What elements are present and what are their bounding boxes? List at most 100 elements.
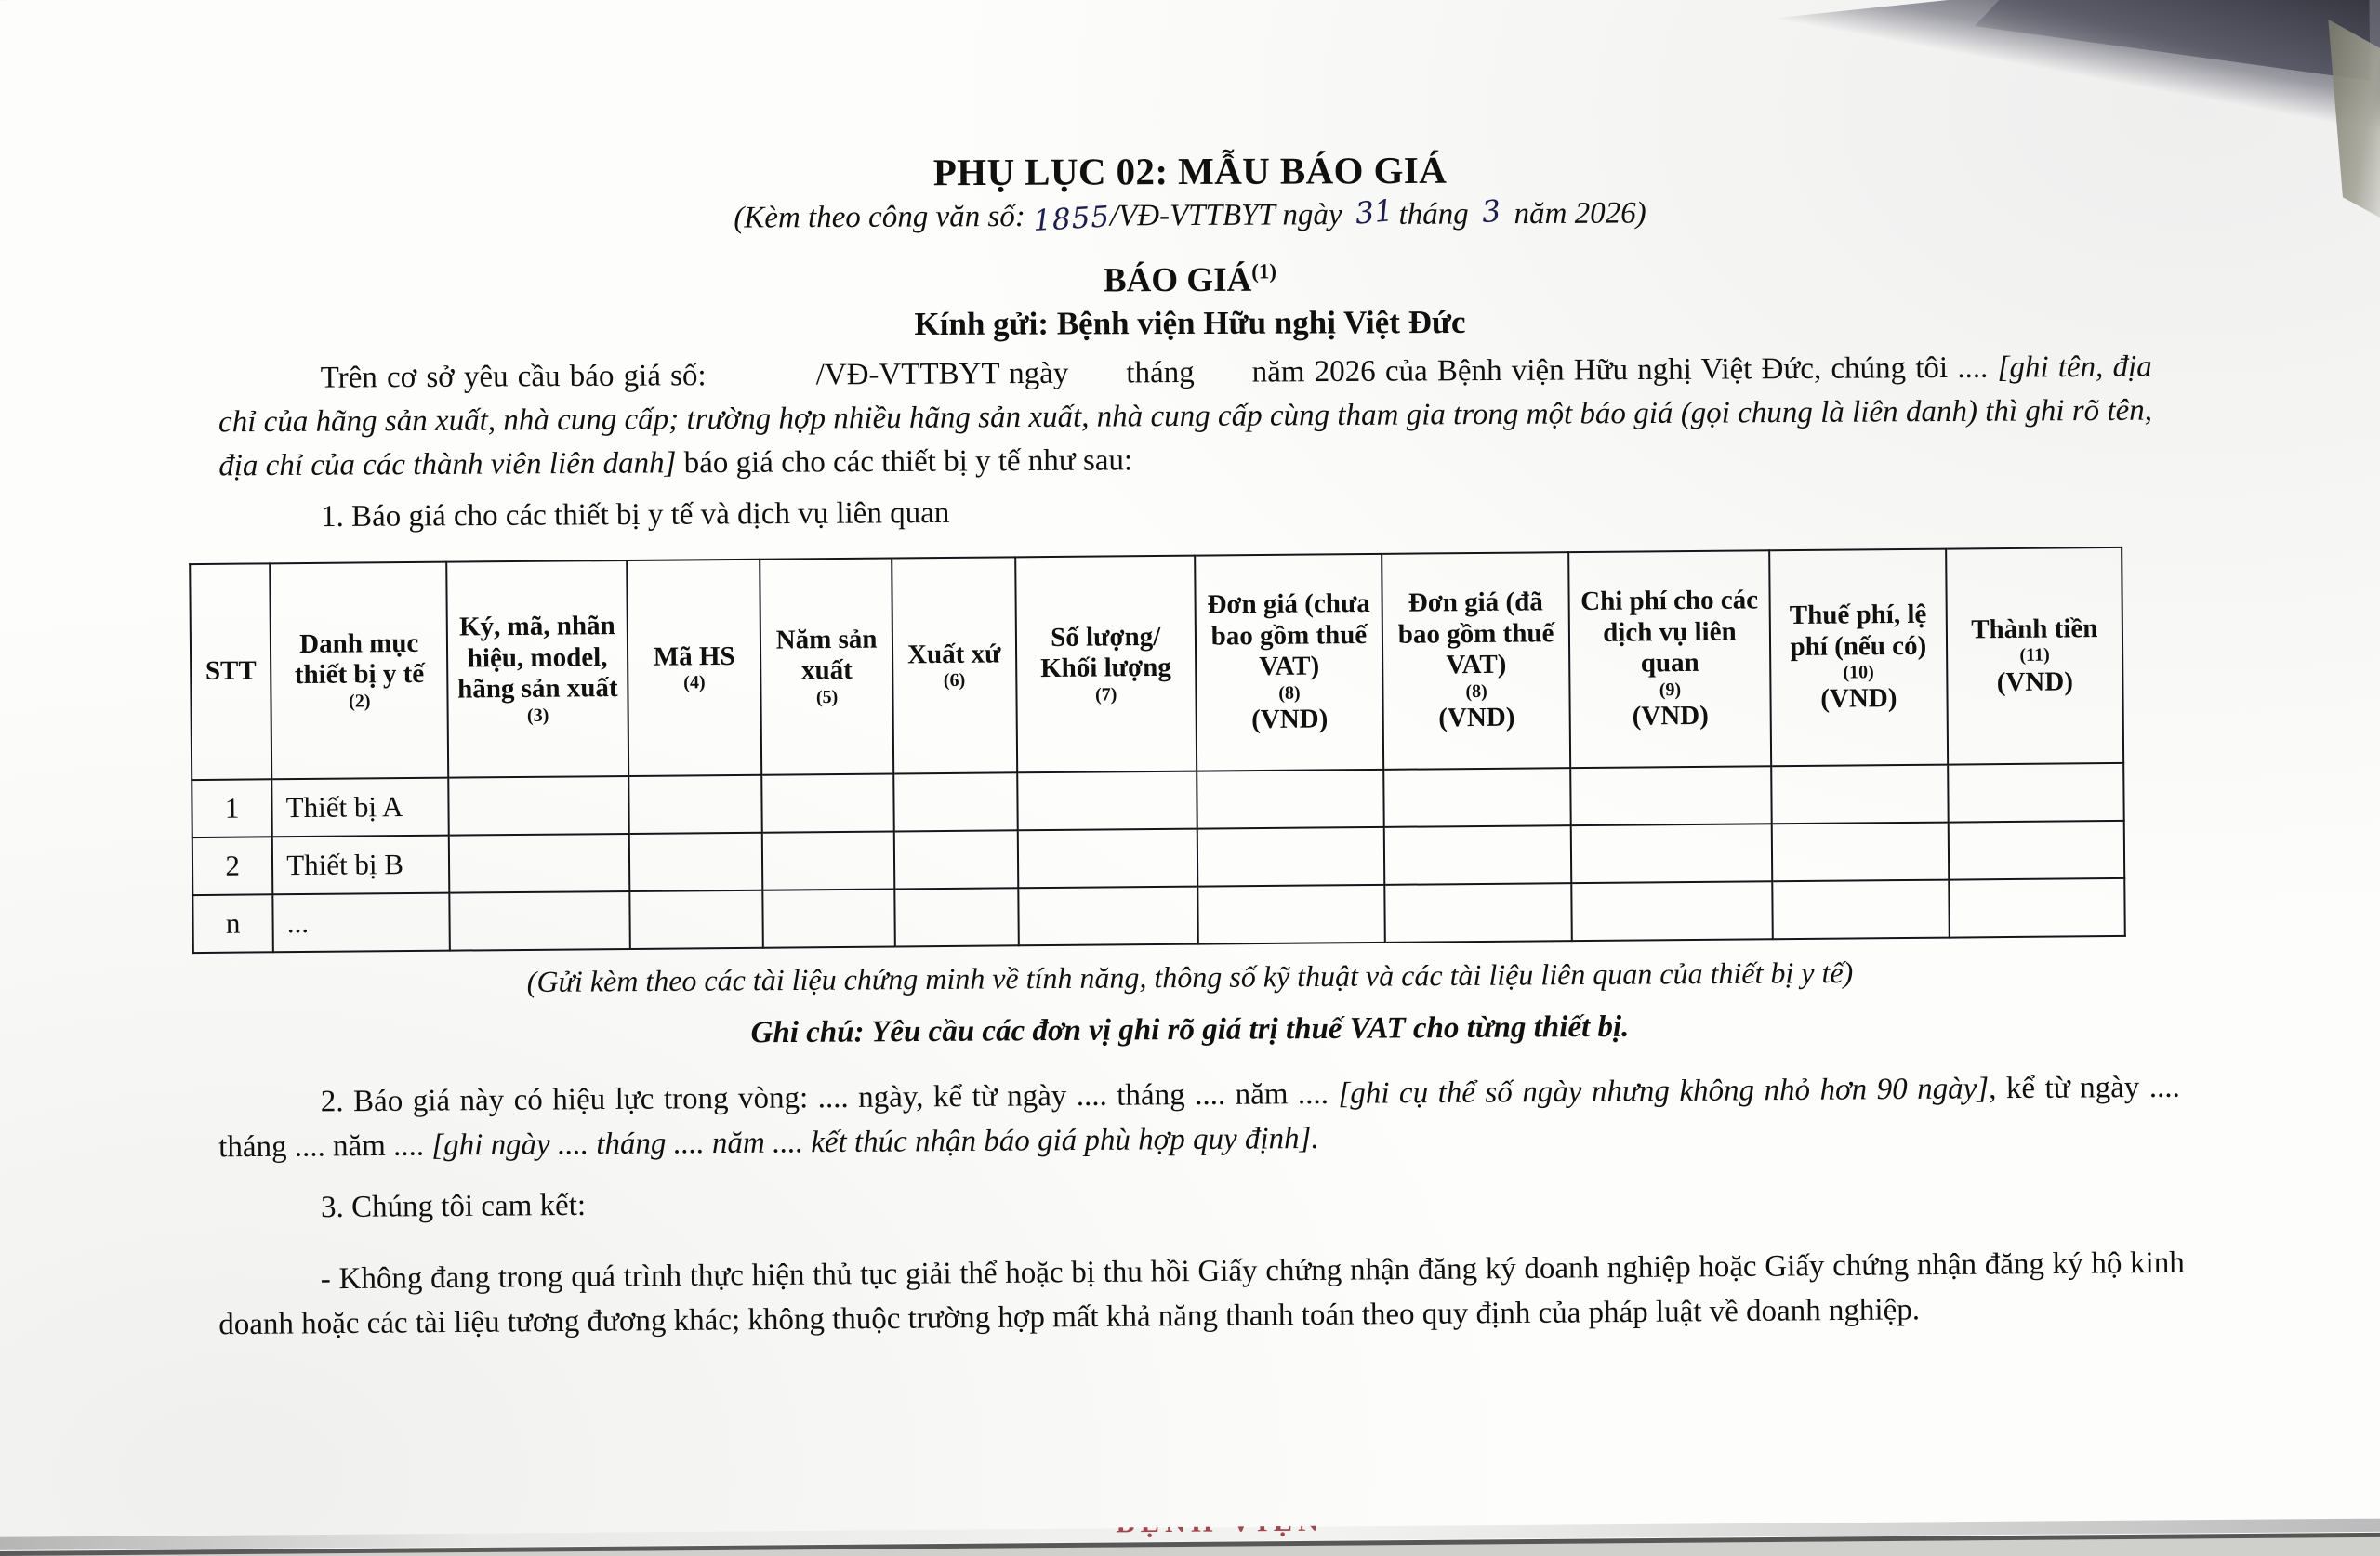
section-3-heading: 3. Chúng tôi cam kết: [321,1189,586,1225]
cell-quantity[interactable] [1018,887,1198,946]
col-header-stt: STT [190,563,271,780]
cell-year[interactable] [762,773,894,832]
cell-tax-fee[interactable] [1772,880,1950,940]
col-header-hs-code: Mã HS(4) [627,560,762,776]
col-header-price-incl-vat-sup: (8) [1388,680,1564,704]
cell-model[interactable] [450,891,630,951]
reference-year: năm 2026) [1514,196,1646,231]
col-header-service-cost-label: Chi phí cho các dịch vụ liên quan [1575,585,1765,680]
cell-stt: 2 [192,837,273,895]
cell-price-incl-vat[interactable] [1383,768,1571,827]
cell-total[interactable] [1949,878,2125,938]
col-header-tax-fee: Thuế phí, lệ phí (nếu có)(10)(VND) [1769,549,1948,767]
cell-model[interactable] [449,834,629,893]
col-header-stt-label: STT [196,656,265,688]
form-heading-footnote: (1) [1251,259,1276,283]
col-header-hs-code-label: Mã HS [633,640,756,673]
table-header-row: STT Danh mục thiết bị y tế(2) Ký, mã, nh… [190,547,2123,780]
col-header-device-name: Danh mục thiết bị y tế(2) [270,562,448,780]
cell-price-excl-vat[interactable] [1197,770,1384,829]
reference-prefix: (Kèm theo công văn số: [734,200,1025,235]
section-3-commitment: - Không đang trong quá trình thực hiện t… [218,1242,2186,1347]
col-header-hs-code-sup: (4) [633,672,756,694]
form-heading: BÁO GIÁ(1) [0,257,2380,305]
cell-device-name[interactable]: Thiết bị A [271,778,449,837]
vat-note: Ghi chú: Yêu cầu các đơn vị ghi rõ giá t… [0,1005,2380,1056]
cell-stt: 1 [192,779,272,837]
intro-line3-tail: báo giá cho các thiết bị y tế như sau: [684,443,1133,480]
cell-hs-code[interactable] [628,833,762,891]
col-header-total-label: Thành tiền [1952,613,2117,646]
handwritten-day: 31 [1348,192,1400,232]
cell-tax-fee[interactable] [1771,823,1949,882]
cell-origin[interactable] [894,888,1018,946]
intro-paragraph: Trên cơ sở yêu cầu báo giá số: /VĐ-VTTBYT… [218,346,2153,488]
cell-price-excl-vat[interactable] [1197,885,1385,944]
recipient-line: Kính gửi: Bệnh viện Hữu nghị Việt Đức [0,301,2380,347]
cell-device-name-text: ... [287,906,310,939]
cell-year[interactable] [762,831,894,890]
col-header-year: Năm sản xuất(5) [760,558,893,774]
col-header-price-incl-vat: Đơn giá (đã bao gồm thuế VAT)(8)(VND) [1382,552,1570,770]
col-header-total-unit: (VND) [1952,666,2117,699]
blank-doc-number [707,384,816,385]
cell-hs-code[interactable] [628,775,762,834]
handwritten-month: 3 [1474,192,1508,231]
quotation-table-wrapper: STT Danh mục thiết bị y tế(2) Ký, mã, nh… [189,547,2126,954]
section-2-paragraph: 2. Báo giá này có hiệu lực trong vòng: .… [218,1066,2181,1170]
handwritten-doc-number: 1855 [1032,200,1111,238]
col-header-tax-fee-sup: (10) [1776,662,1941,685]
col-header-device-name-label: Danh mục thiết bị y tế [276,627,443,692]
cell-service-cost[interactable] [1570,766,1771,825]
cell-stt-text: 1 [225,792,240,824]
cell-stt-text: n [226,907,241,940]
col-header-origin: Xuất xứ(6) [892,557,1017,773]
col-header-price-excl-vat-label: Đơn giá (chưa bao gồm thuế VAT) [1200,588,1377,684]
cell-device-name-text: Thiết bị A [286,790,403,824]
cell-origin[interactable] [894,830,1018,889]
col-header-model-sup: (3) [454,705,623,728]
col-header-quantity-label: Số lượng/ Khối lượng [1021,621,1190,685]
intro-line1-a: Trên cơ sở yêu cầu báo giá số: [321,359,707,395]
col-header-tax-fee-label: Thuế phí, lệ phí (nếu có) [1775,600,1941,664]
col-header-tax-fee-unit: (VND) [1776,683,1941,716]
cell-hs-code[interactable] [629,890,763,949]
col-header-price-excl-vat-unit: (VND) [1202,704,1378,736]
cell-total[interactable] [1948,763,2124,823]
cell-device-name-text: Thiết bị B [286,848,403,881]
col-header-year-sup: (5) [767,687,888,709]
quotation-table: STT Danh mục thiết bị y tế(2) Ký, mã, nh… [189,547,2126,954]
intro-line1-b: /VĐ-VTTBYT ngày [816,357,1069,392]
cell-model[interactable] [449,776,629,836]
reference-thang: tháng [1398,197,1468,231]
cell-tax-fee[interactable] [1771,765,1949,824]
cell-year[interactable] [763,889,895,947]
cell-price-excl-vat[interactable] [1197,827,1385,887]
cell-quantity[interactable] [1017,771,1197,831]
col-header-quantity: Số lượng/ Khối lượng(7) [1015,556,1197,773]
cell-total[interactable] [1949,821,2125,880]
cell-device-name[interactable]: ... [273,893,451,953]
cell-price-incl-vat[interactable] [1384,883,1572,943]
col-header-service-cost-unit: (VND) [1576,701,1765,733]
cell-service-cost[interactable] [1571,824,1772,883]
intro-line1-d: năm 2026 của Bệnh viện Hữu nghị Việt Đức… [1252,351,1907,389]
col-header-total-sup: (11) [1952,644,2117,667]
col-header-price-excl-vat-sup: (8) [1201,682,1377,705]
cell-device-name[interactable]: Thiết bị B [272,836,450,895]
col-header-model: Ký, mã, nhãn hiệu, model, hãng sản xuất(… [447,560,628,778]
col-header-price-incl-vat-label: Đơn giá (đã bao gồm thuế VAT) [1388,587,1565,682]
col-header-service-cost-sup: (9) [1576,679,1765,702]
document-reference-line: (Kèm theo công văn số: 1855/VĐ-VTTBYT ng… [0,191,2380,239]
cell-price-incl-vat[interactable] [1384,825,1572,885]
col-header-year-label: Năm sản xuất [766,624,887,687]
col-header-origin-sup: (6) [898,670,1011,692]
cell-stt: n [192,894,273,953]
col-header-total: Thành tiền(11)(VND) [1946,547,2123,765]
cell-service-cost[interactable] [1572,881,1773,941]
cell-stt-text: 2 [225,850,240,882]
col-header-service-cost: Chi phí cho các dịch vụ liên quan(9)(VND… [1568,550,1771,768]
cell-quantity[interactable] [1017,829,1197,889]
cell-origin[interactable] [893,772,1017,831]
